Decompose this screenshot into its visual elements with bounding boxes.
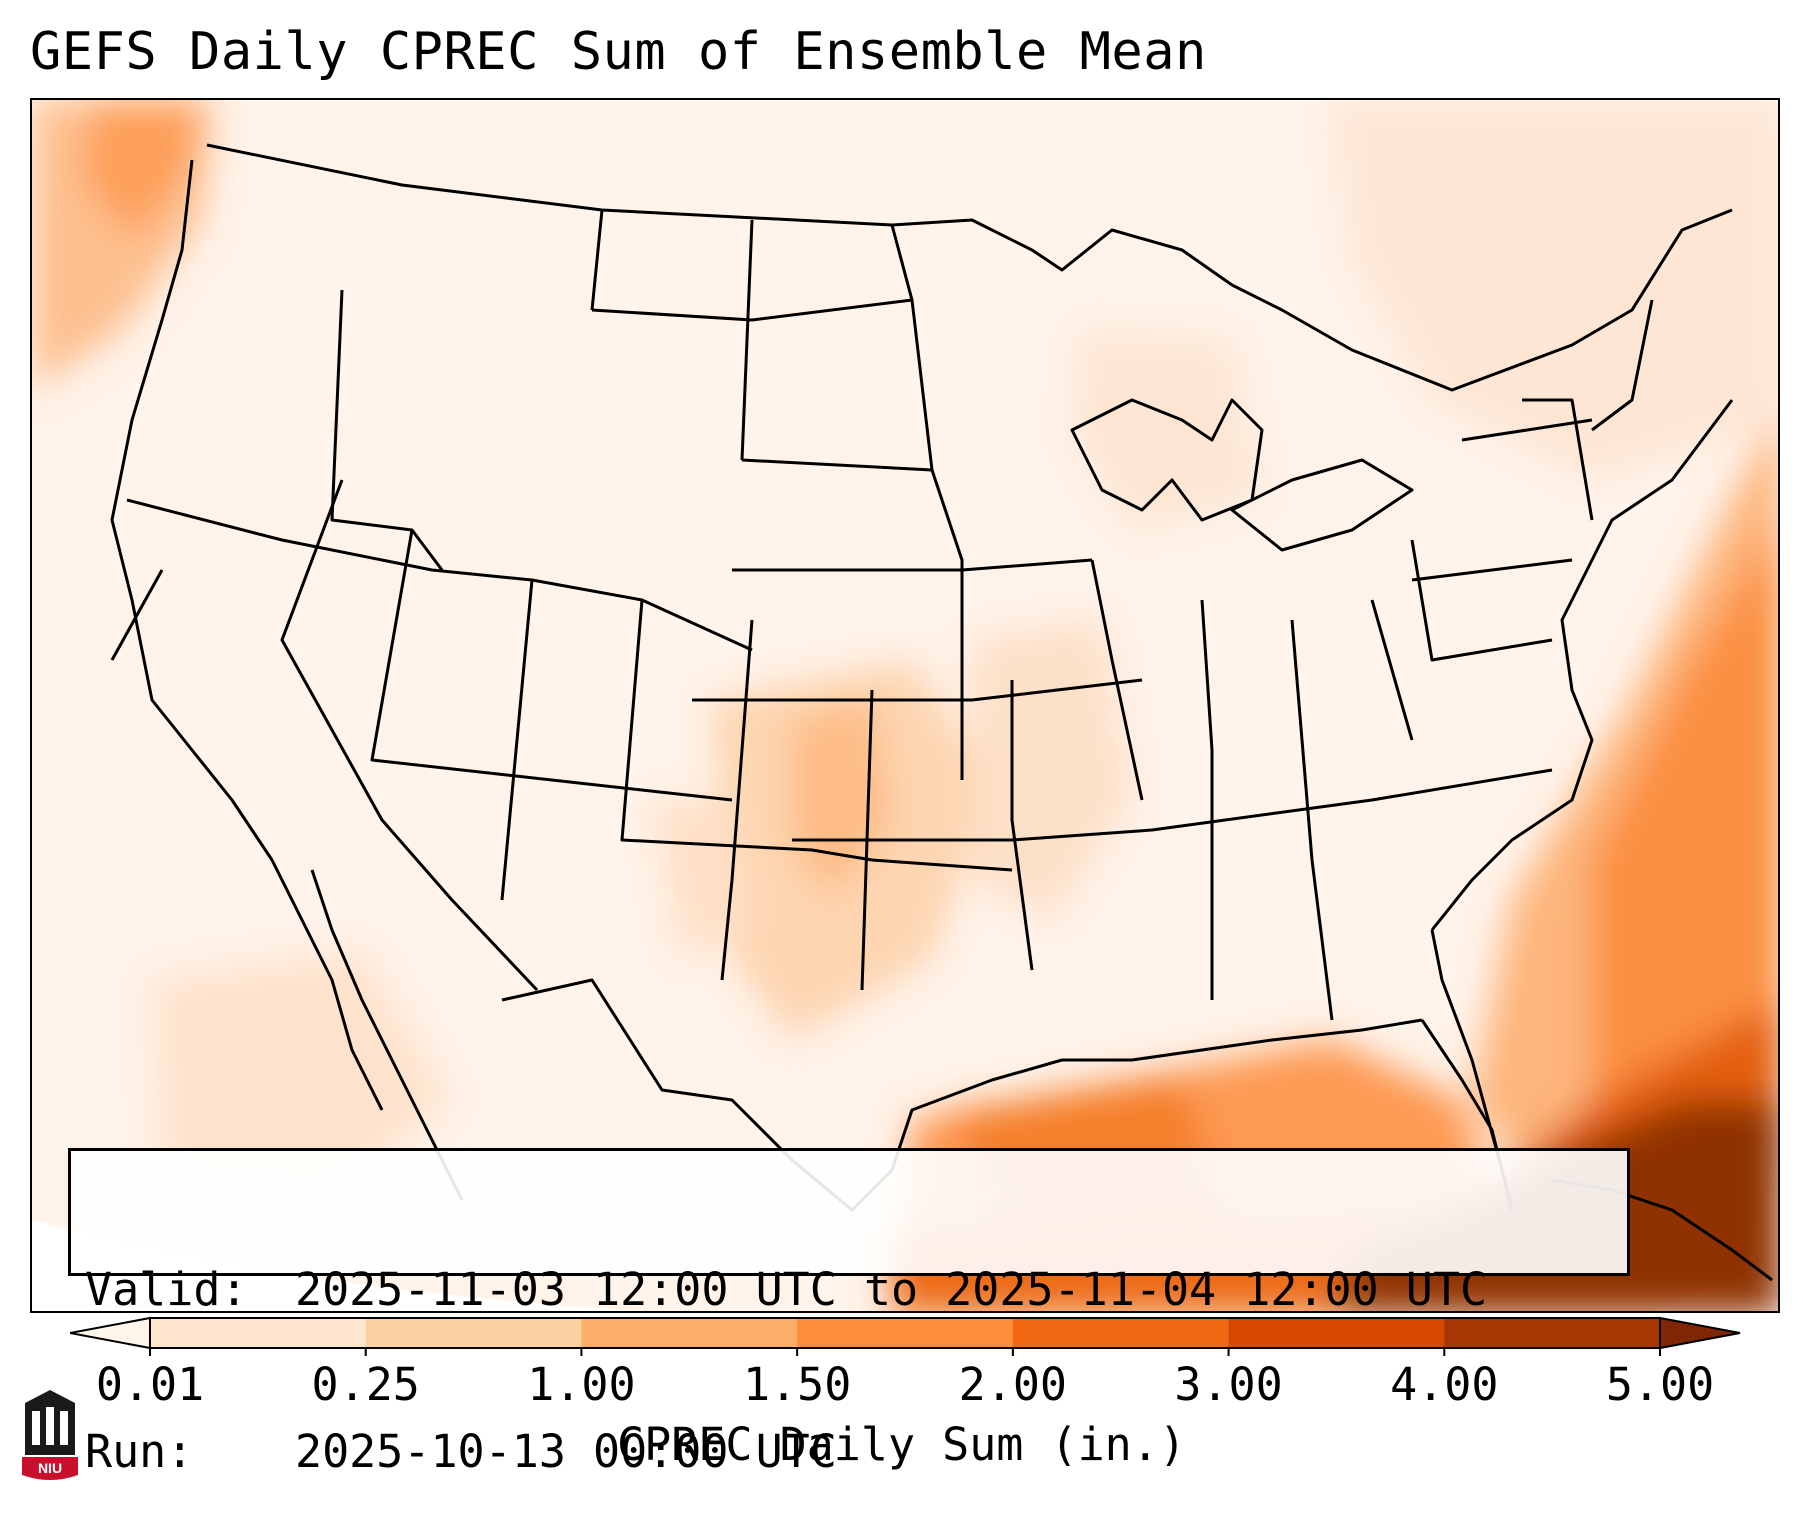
colorbar-tick-label: 0.01 — [95, 1358, 205, 1411]
logo-text: NIU — [38, 1460, 62, 1476]
colorbar-ticks — [149, 1348, 1661, 1356]
valid-label: Valid: — [85, 1263, 248, 1316]
east-coast — [1430, 399, 1734, 931]
valid-row: Valid: 2025-11-03 12:00 UTC to 2025-11-0… — [85, 1263, 1627, 1317]
great-lakes — [1070, 398, 1264, 522]
colorbar-extend-max — [1659, 1316, 1741, 1350]
logo-banner — [22, 1457, 78, 1480]
colorbar-tick-label: 1.50 — [742, 1358, 852, 1411]
university-building-icon — [25, 1390, 75, 1455]
run-row: Run: 2025-10-13 00:00 UTC — [85, 1425, 1627, 1479]
precipitation-map — [30, 98, 1780, 1313]
colorbar-cell — [1444, 1318, 1661, 1348]
us-canada-border-east — [1231, 208, 1733, 392]
colorbar-tick-label: 5.00 — [1605, 1358, 1715, 1411]
colorbar-cell — [1012, 1318, 1230, 1348]
map-title: GEFS Daily CPREC Sum of Ensemble Mean — [30, 22, 1207, 82]
niu-logo: NIU — [22, 1390, 78, 1480]
colorbar-cell — [797, 1318, 1014, 1348]
colorbar — [70, 1316, 1741, 1356]
colorbar-tick-label: 4.00 — [1390, 1358, 1499, 1411]
gulf-coast — [501, 978, 1423, 1212]
colorbar-tick-label: 3.00 — [1174, 1358, 1283, 1411]
outside-domain-sw — [32, 1220, 647, 1311]
run-value: 2025-10-13 00:00 UTC — [295, 1425, 837, 1478]
west-coastline — [110, 159, 384, 1111]
map-canvas — [32, 100, 1778, 1311]
colorbar-cell — [150, 1318, 367, 1348]
colorbar-cells — [70, 1316, 1741, 1350]
colorbar-extend-min — [70, 1316, 151, 1350]
colorbar-tick-label: 2.00 — [958, 1358, 1068, 1411]
colorbar-cell — [1228, 1318, 1445, 1348]
colorbar-tick-label: 0.25 — [311, 1358, 420, 1411]
state-line-n-tier — [126, 498, 753, 652]
colorbar-cell — [581, 1318, 798, 1348]
colorbar-outline — [149, 1317, 1661, 1349]
colorbar-cell — [365, 1318, 582, 1348]
us-canada-border — [206, 143, 1233, 287]
lake-erie-ontario — [1230, 458, 1414, 552]
valid-value: 2025-11-03 12:00 UTC to 2025-11-04 12:00… — [295, 1263, 1488, 1316]
boundaries — [110, 143, 1773, 1282]
run-label: Run: — [85, 1425, 194, 1478]
colorbar-tick-label: 1.00 — [527, 1358, 636, 1411]
colorbar-title: CPREC Daily Sum (in.) — [617, 1418, 1186, 1471]
valid-run-info-box: Valid: 2025-11-03 12:00 UTC to 2025-11-0… — [68, 1148, 1630, 1478]
